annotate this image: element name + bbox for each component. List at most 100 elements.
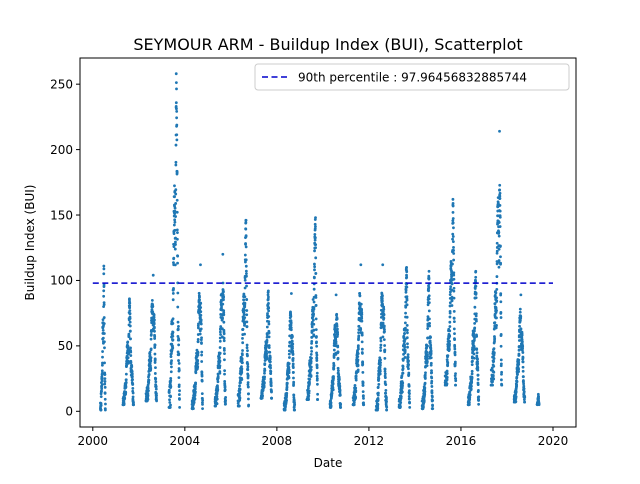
- data-point: [218, 359, 222, 363]
- data-point: [379, 358, 382, 362]
- data-point: [383, 330, 386, 333]
- data-point: [178, 405, 182, 409]
- data-point: [452, 226, 455, 230]
- data-point: [149, 337, 153, 341]
- data-point: [247, 392, 250, 396]
- data-point: [452, 273, 456, 277]
- data-point: [476, 368, 480, 372]
- data-point: [476, 362, 480, 366]
- data-point: [313, 249, 316, 253]
- data-point: [498, 183, 502, 187]
- data-point: [361, 394, 365, 397]
- data-point: [428, 321, 431, 325]
- data-point: [215, 394, 219, 398]
- data-point: [173, 263, 177, 267]
- data-point: [312, 276, 316, 280]
- data-point: [245, 313, 249, 317]
- x-tick-label: 2008: [262, 434, 293, 448]
- y-axis-ticks: 0 50 100 150 200 250: [50, 77, 80, 419]
- data-point: [315, 344, 319, 348]
- data-point: [449, 285, 453, 289]
- data-point: [222, 332, 226, 336]
- data-point: [404, 300, 408, 304]
- data-point: [263, 369, 267, 372]
- data-point: [498, 225, 502, 228]
- data-point: [451, 204, 455, 208]
- data-point: [358, 294, 362, 298]
- data-point: [310, 325, 314, 329]
- data-point: [430, 391, 434, 395]
- data-point: [495, 296, 498, 300]
- data-point: [522, 398, 526, 402]
- data-point: [176, 305, 180, 309]
- data-point: [167, 391, 171, 394]
- x-tick-label: 2012: [354, 434, 385, 448]
- data-point: [193, 385, 197, 389]
- data-point: [267, 346, 271, 350]
- data-point: [495, 287, 499, 291]
- data-point: [269, 372, 273, 375]
- data-point: [495, 241, 499, 245]
- data-point: [244, 245, 248, 249]
- data-point: [173, 212, 177, 216]
- data-point: [199, 263, 202, 267]
- data-point: [332, 367, 336, 371]
- data-point: [312, 312, 315, 316]
- data-point: [292, 393, 296, 397]
- data-point: [243, 253, 247, 257]
- data-point: [177, 324, 180, 328]
- data-point: [429, 356, 433, 360]
- data-point: [376, 402, 380, 406]
- data-point: [475, 351, 479, 355]
- data-point: [218, 336, 222, 340]
- data-point: [245, 274, 248, 278]
- data-point: [453, 350, 457, 354]
- data-point: [132, 403, 135, 407]
- data-point: [448, 342, 451, 346]
- data-point: [520, 340, 524, 344]
- data-point: [219, 333, 222, 336]
- data-point: [353, 384, 357, 387]
- data-point: [171, 317, 175, 321]
- data-point: [445, 382, 449, 386]
- data-point: [196, 362, 200, 366]
- data-point: [423, 392, 427, 396]
- data-point: [382, 324, 386, 328]
- data-point: [405, 265, 408, 269]
- data-point: [521, 351, 525, 354]
- data-point: [199, 313, 203, 317]
- data-point: [155, 392, 158, 396]
- data-point: [174, 105, 178, 108]
- data-point: [477, 398, 481, 402]
- data-point: [476, 360, 479, 364]
- data-point: [406, 331, 409, 335]
- data-point: [429, 351, 433, 355]
- data-point: [175, 123, 179, 127]
- data-point: [176, 320, 180, 324]
- data-point: [333, 333, 337, 337]
- data-point: [497, 265, 501, 269]
- data-point: [475, 348, 479, 351]
- data-point: [172, 287, 175, 290]
- data-point: [174, 215, 178, 218]
- x-tick-label: 2016: [446, 434, 477, 448]
- data-point: [291, 366, 295, 369]
- data-point: [129, 337, 132, 341]
- data-point: [495, 251, 499, 255]
- plot-frame: [79, 57, 577, 428]
- chart-title: SEYMOUR ARM - Buildup Index (BUI), Scatt…: [133, 35, 522, 54]
- data-point: [129, 350, 133, 354]
- data-point: [382, 316, 386, 320]
- data-point: [172, 261, 175, 265]
- data-point: [521, 360, 525, 364]
- data-point: [315, 351, 318, 355]
- data-point: [469, 388, 473, 391]
- data-point: [408, 405, 412, 409]
- y-axis-label: Buildup Index (BUI): [23, 185, 37, 301]
- data-point: [240, 367, 244, 371]
- data-point: [309, 365, 313, 369]
- data-point: [101, 355, 104, 359]
- data-point: [242, 298, 246, 302]
- data-point: [199, 306, 203, 309]
- data-point: [222, 337, 226, 340]
